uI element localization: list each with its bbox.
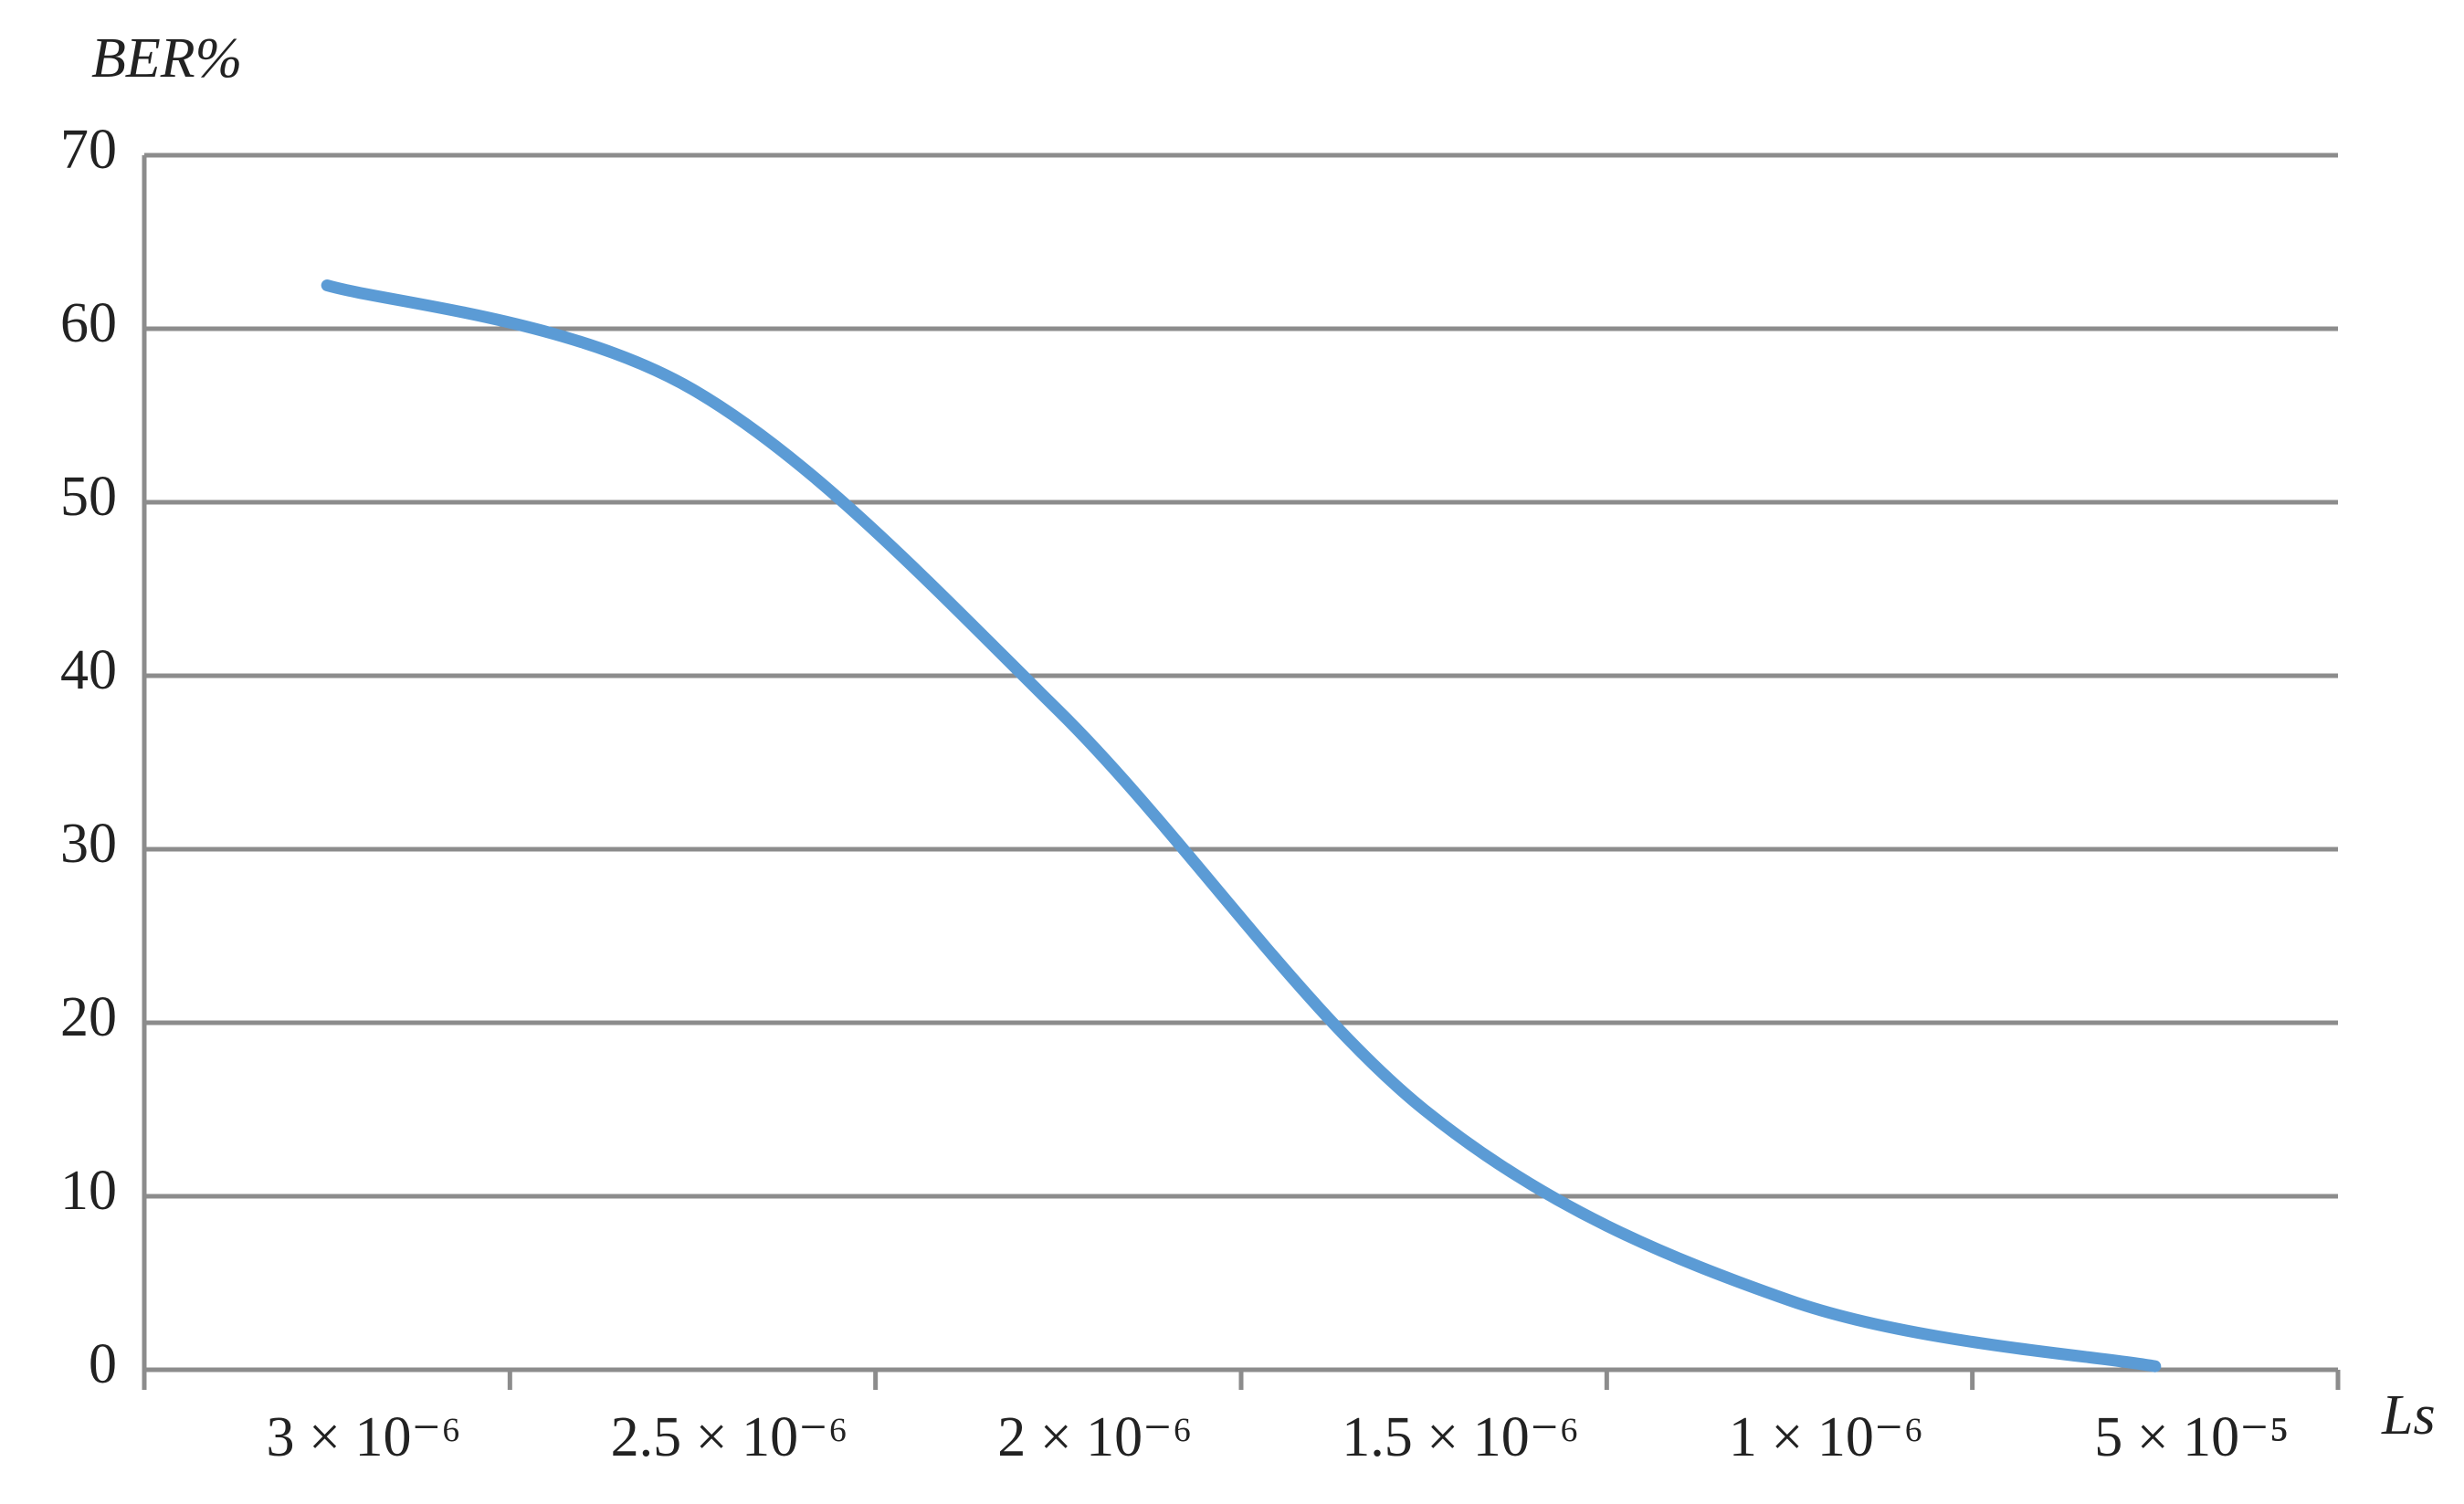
y-tick-label: 30 <box>60 813 117 875</box>
y-tick-label: 20 <box>60 986 117 1048</box>
x-tick-label: 5 × 10⁻⁵ <box>2094 1406 2289 1468</box>
y-tick-label: 50 <box>60 466 117 528</box>
y-tick-label: 10 <box>60 1160 117 1222</box>
y-axis-label: BER% <box>91 27 242 89</box>
x-tick-label: 2.5 × 10⁻⁶ <box>611 1406 848 1468</box>
x-tick-label: 1 × 10⁻⁶ <box>1729 1406 1923 1468</box>
y-tick-label: 0 <box>89 1333 117 1395</box>
y-tick-label: 70 <box>60 119 117 181</box>
x-tick-label: 3 × 10⁻⁶ <box>267 1406 461 1468</box>
x-axis-label: Ls <box>2381 1384 2436 1446</box>
y-tick-label: 40 <box>60 639 117 701</box>
y-tick-label: 60 <box>60 292 117 354</box>
data-line <box>321 279 2162 1373</box>
x-tick-label: 1.5 × 10⁻⁶ <box>1342 1406 1579 1468</box>
x-tick-label: 2 × 10⁻⁶ <box>997 1406 1192 1468</box>
